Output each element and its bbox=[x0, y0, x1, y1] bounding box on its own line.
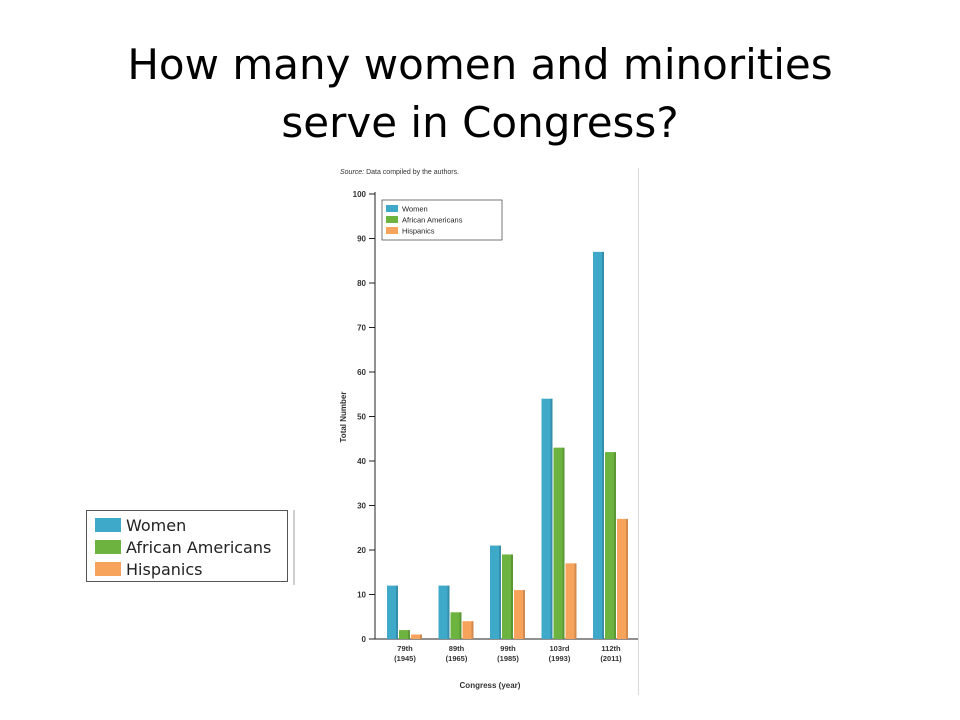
x-axis-label: Congress (year) bbox=[460, 681, 521, 690]
y-tick-label: 10 bbox=[357, 591, 366, 600]
source-text: Data compiled by the authors. bbox=[364, 169, 459, 176]
bar bbox=[541, 398, 553, 639]
bar bbox=[490, 545, 501, 639]
bar bbox=[502, 554, 513, 639]
chart-legend-swatch bbox=[386, 227, 398, 234]
chart-legend-swatch bbox=[386, 205, 398, 212]
bar-shade bbox=[614, 452, 616, 639]
bar bbox=[387, 585, 398, 639]
y-tick-label: 80 bbox=[357, 279, 366, 288]
source-label: Source: bbox=[340, 169, 364, 176]
source-note: Source: Data compiled by the authors. bbox=[340, 169, 459, 176]
bar bbox=[450, 612, 462, 639]
x-tick-label: (1985) bbox=[497, 654, 519, 663]
bar bbox=[565, 563, 577, 639]
bar bbox=[438, 585, 450, 639]
x-tick-label: 89th bbox=[449, 644, 465, 653]
legend-swatch bbox=[95, 562, 121, 576]
y-tick-label: 90 bbox=[357, 235, 366, 244]
y-tick-label: 60 bbox=[357, 368, 366, 377]
chart-legend-label: African Americans bbox=[402, 216, 463, 225]
bar-shade bbox=[550, 398, 553, 639]
x-tick-label: (1993) bbox=[549, 654, 571, 663]
legend-label: Hispanics bbox=[126, 559, 203, 579]
enlarged-legend-item: Women bbox=[95, 515, 186, 535]
legend-label: Women bbox=[126, 515, 187, 535]
bar bbox=[617, 518, 628, 639]
bar bbox=[605, 452, 616, 639]
bar-shade bbox=[626, 518, 628, 639]
y-axis-label: Total Number bbox=[339, 392, 348, 443]
bar-shade bbox=[511, 554, 513, 639]
x-tick-label: 99th bbox=[500, 644, 516, 653]
bar-shade bbox=[396, 585, 398, 639]
figure-divider bbox=[638, 168, 639, 695]
y-tick-label: 30 bbox=[357, 502, 366, 511]
bar-shade bbox=[459, 612, 462, 639]
bar-shade bbox=[602, 251, 604, 639]
chart-legend-swatch bbox=[386, 216, 398, 223]
bar-shade bbox=[408, 630, 410, 639]
x-tick-label: (1945) bbox=[394, 654, 416, 663]
bar-shade bbox=[574, 563, 577, 639]
y-tick-label: 0 bbox=[362, 635, 367, 644]
legend-swatch bbox=[95, 518, 121, 532]
bar bbox=[514, 590, 525, 639]
slide-title-line-1: How many women and minorities bbox=[127, 40, 833, 89]
bar bbox=[399, 630, 410, 639]
x-tick-label: 79th bbox=[397, 644, 413, 653]
enlarged-legend-item: Hispanics bbox=[95, 559, 203, 579]
y-tick-label: 40 bbox=[357, 457, 366, 466]
bar-shade bbox=[447, 585, 450, 639]
enlarged-legend: Women African Americans Hispanics bbox=[86, 510, 288, 582]
bar-shade bbox=[499, 545, 501, 639]
bar-shade bbox=[471, 621, 474, 639]
slide-title-line-2: serve in Congress? bbox=[281, 98, 679, 147]
bar-shade bbox=[420, 634, 422, 639]
y-tick-label: 50 bbox=[357, 413, 366, 422]
bar-chart: Source: Data compiled by the authors. 0 10… bbox=[339, 169, 638, 690]
bar-shade bbox=[523, 590, 525, 639]
bar bbox=[411, 634, 422, 639]
bar-shade bbox=[562, 447, 565, 639]
y-tick-label: 20 bbox=[357, 546, 366, 555]
enlarged-legend-edge bbox=[293, 510, 295, 585]
x-tick-label: (1965) bbox=[446, 654, 468, 663]
bar bbox=[593, 251, 604, 639]
chart-figure: Source: Data compiled by the authors. 0 10… bbox=[330, 160, 640, 700]
y-tick-label: 100 bbox=[353, 190, 367, 199]
chart-legend bbox=[381, 199, 503, 241]
x-tick-label: 103rd bbox=[549, 644, 569, 653]
y-tick-label: 70 bbox=[357, 324, 366, 333]
bar bbox=[462, 621, 474, 639]
legend-swatch bbox=[95, 540, 121, 554]
slide-title: How many women and minorities serve in C… bbox=[60, 36, 900, 152]
chart-legend-label: Hispanics bbox=[402, 227, 435, 236]
x-tick-label: (2011) bbox=[600, 654, 622, 663]
legend-label: African Americans bbox=[126, 537, 272, 557]
bar bbox=[553, 447, 565, 639]
chart-legend-label: Women bbox=[402, 205, 428, 214]
x-tick-label: 112th bbox=[601, 644, 621, 653]
enlarged-legend-item: African Americans bbox=[95, 537, 271, 557]
